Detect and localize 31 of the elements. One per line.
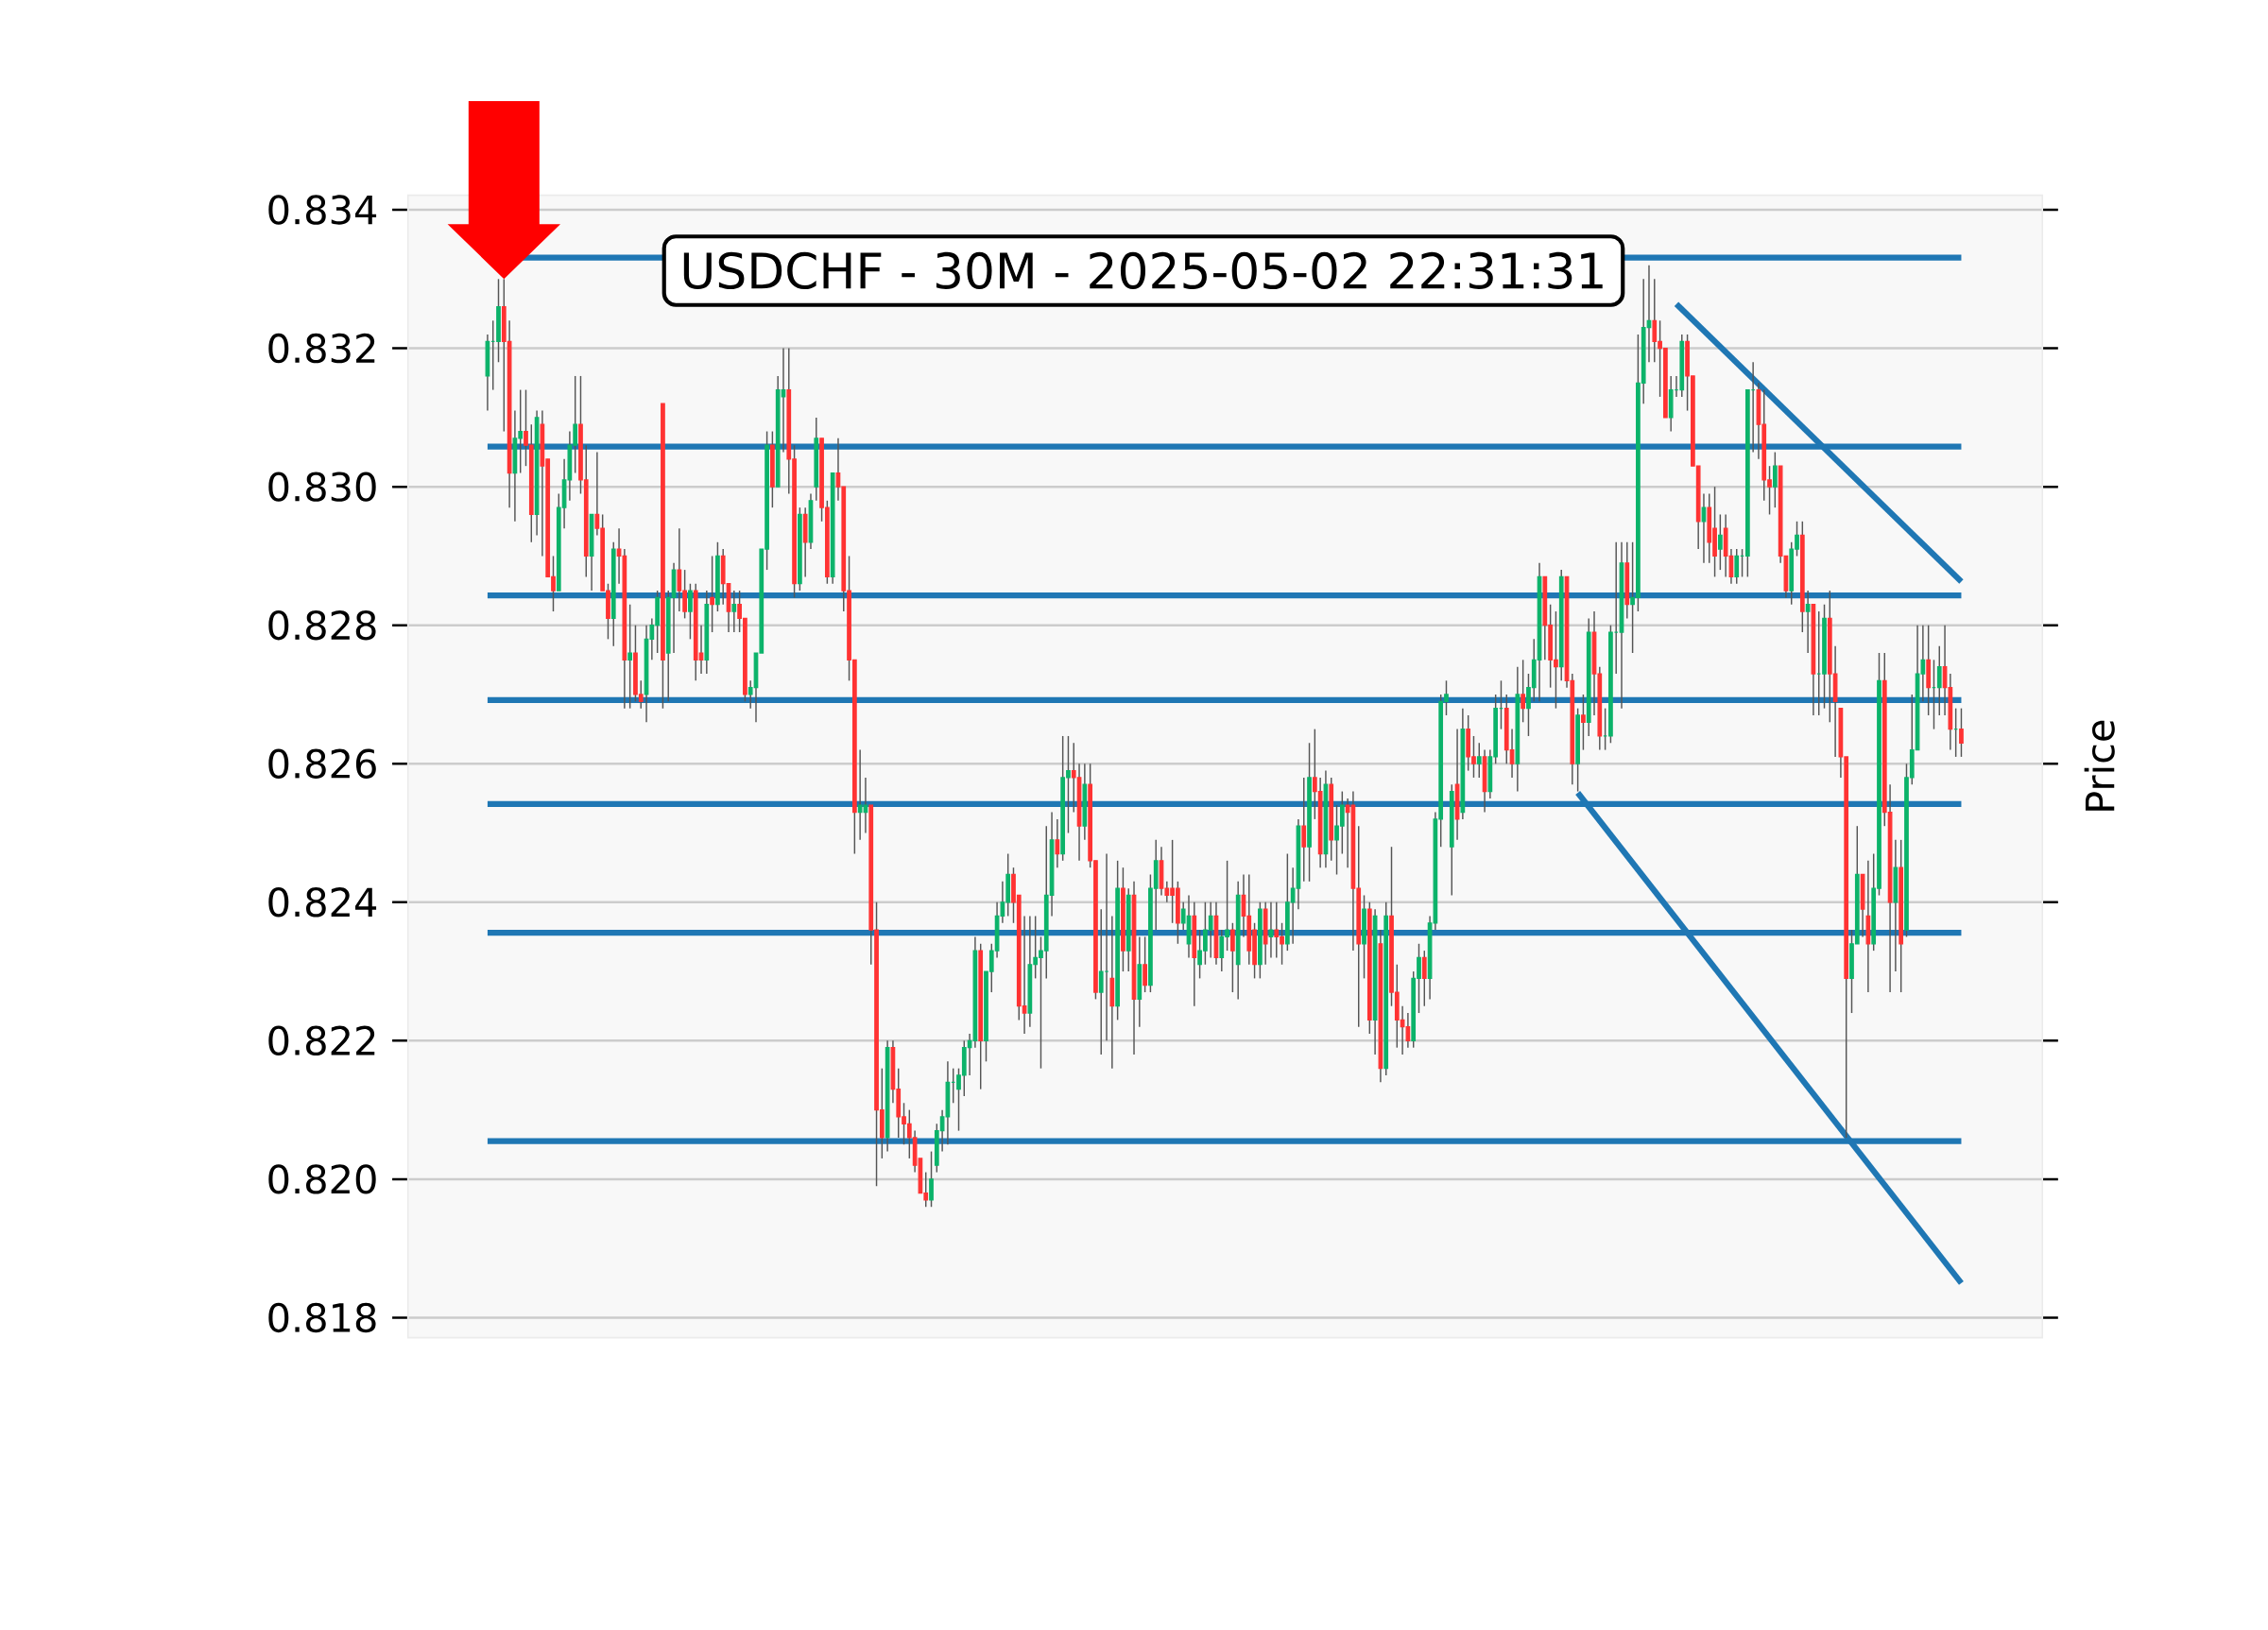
y-tick-label: 0.832 [268,333,375,364]
y-tick-label: 0.824 [268,887,377,918]
candlestick [1581,694,1586,751]
candlestick [1772,451,1778,508]
y-tick-label: 0.830 [268,472,376,502]
y-tick-label: 0.834 [268,195,377,225]
candlestick [1476,742,1482,779]
candlestick [1734,548,1740,585]
candlestick [929,1150,934,1208]
candlestick [1421,950,1427,1007]
y-tick-label: 0.828 [268,609,376,641]
candlestick [688,583,693,641]
candlestick [731,590,737,633]
candlestick [1521,659,1526,724]
candlestick [1805,590,1811,654]
candlestick [627,604,633,710]
candlestick [1936,644,1942,716]
y-tick-label: 0.820 [268,1164,376,1194]
candlestick [1230,922,1235,993]
y-axis-title: Price [2084,720,2115,811]
candlestick [1301,777,1307,883]
candlestick [1055,818,1060,868]
candlestick [1143,935,1147,993]
candlestick [1268,901,1274,959]
y-tick-label: 0.818 [268,1302,376,1333]
text: USDCHF - 30M - 2025-05-02 22:31:31 [683,251,1603,290]
candlestick [710,555,714,633]
y-tick-label: 0.826 [268,748,376,779]
y-tick-label: 0.822 [268,1025,375,1056]
candlestick [1959,707,1964,758]
candlestick [1717,513,1723,571]
